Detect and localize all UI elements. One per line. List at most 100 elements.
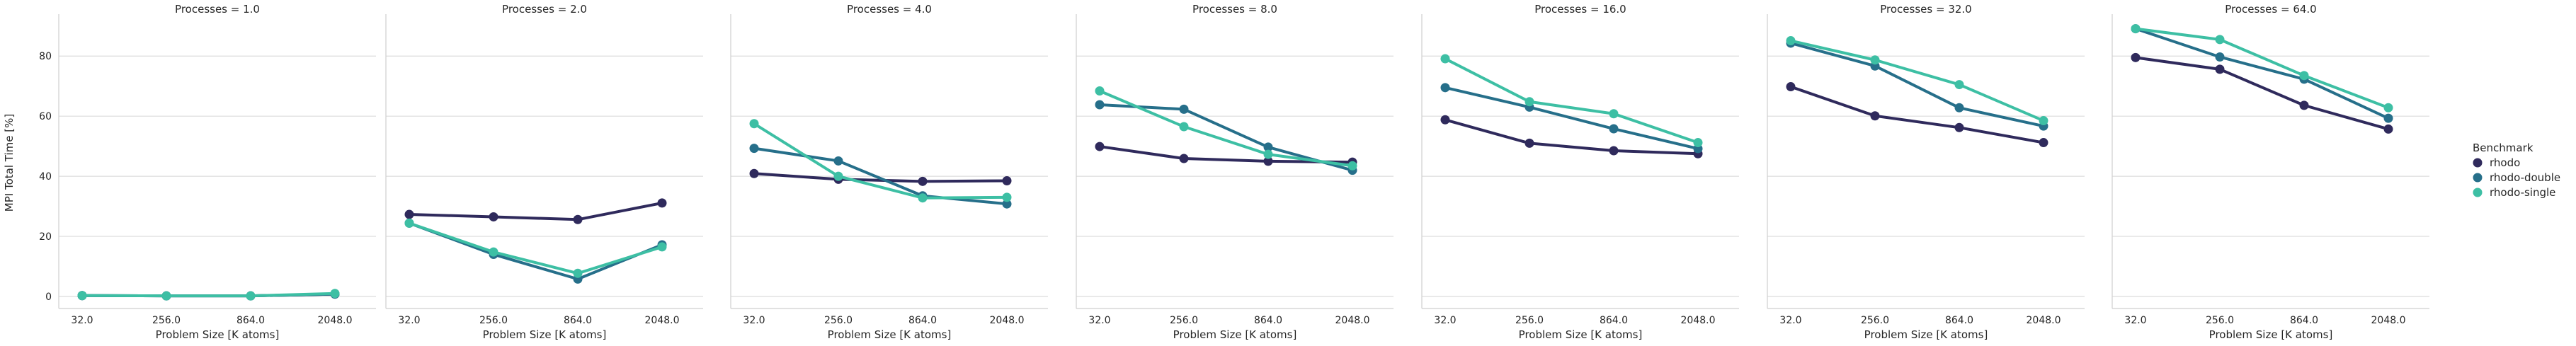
x-axis-label: Problem Size [K atoms]	[2209, 328, 2333, 341]
data-point	[1179, 154, 1189, 163]
series-rhodo	[2131, 52, 2393, 134]
data-point	[1002, 192, 1012, 202]
x-tick-label: 2048.0	[2027, 315, 2061, 326]
series-line	[753, 122, 1008, 200]
data-point	[2383, 124, 2393, 134]
x-tick-label: 864.0	[2290, 315, 2318, 326]
series-line	[1789, 41, 2045, 128]
data-point	[2383, 113, 2393, 123]
legend-entry: rhodo-single	[2490, 186, 2555, 199]
data-point	[1179, 104, 1189, 114]
data-point	[404, 209, 414, 219]
series-rhodo-double	[404, 218, 667, 284]
y-tick-label: 20	[39, 231, 52, 243]
data-point	[1524, 138, 1534, 148]
y-tick-label: 60	[39, 111, 52, 122]
x-tick-label: 2048.0	[1335, 315, 1370, 326]
series-line	[1098, 145, 1354, 164]
data-point	[2215, 64, 2225, 74]
data-point	[1786, 82, 1796, 92]
panel-7: Processes = 64.0 32.0 256.0 864.0 2048.0 Prob…	[2111, 3, 2429, 341]
data-point	[1095, 142, 1105, 151]
data-point	[404, 218, 414, 228]
y-tick-label: 80	[39, 51, 52, 62]
panel-4: Processes = 8.0 32.0 256.0 864.0 2048.0 Probl…	[1076, 3, 1394, 341]
series-line	[753, 172, 1008, 183]
x-tick-label: 864.0	[236, 315, 265, 326]
legend-marker	[2473, 173, 2483, 183]
panel-3: Processes = 4.0 32.0 256.0 864.0 2048.0 Probl…	[730, 3, 1048, 341]
data-point	[489, 247, 498, 257]
series-rhodo-double	[1786, 38, 2048, 131]
x-tick-label: 32.0	[71, 315, 93, 326]
data-point	[1263, 142, 1273, 152]
series-line	[1789, 85, 2045, 144]
panel-6: Processes = 32.0 32.0 256.0 864.0 2048.0 Prob…	[1767, 3, 2085, 341]
x-tick-label: 256.0	[479, 315, 508, 326]
data-point	[1002, 175, 1012, 185]
x-axis-label: Problem Size [K atoms]	[1864, 328, 1988, 341]
series-rhodo-double	[1095, 100, 1357, 175]
data-point	[330, 289, 340, 299]
panel-5: Processes = 16.0 32.0 256.0 864.0 2048.0 Prob…	[1421, 3, 1739, 341]
data-point	[749, 119, 759, 129]
series-line	[1789, 39, 2045, 122]
data-point	[1440, 115, 1450, 125]
series-line	[2134, 27, 2390, 110]
data-point	[1870, 55, 1880, 65]
x-axis-label: Problem Size [K atoms]	[1173, 328, 1297, 341]
series-line	[1444, 57, 1699, 144]
data-point	[2039, 138, 2048, 148]
data-point	[246, 291, 256, 301]
data-point	[1870, 111, 1880, 121]
x-tick-label: 2048.0	[1681, 315, 1716, 326]
data-point	[1179, 122, 1189, 132]
data-point	[918, 193, 928, 203]
data-point	[77, 291, 87, 301]
series-rhodo	[1095, 142, 1357, 167]
panels: Processes = 1.0 32.0 256.0 864.0 2048.0 Probl…	[3, 3, 2429, 341]
legend-entry: rhodo-double	[2490, 171, 2560, 184]
data-point	[1954, 80, 1964, 90]
x-tick-label: 864.0	[564, 315, 592, 326]
x-tick-label: 2048.0	[990, 315, 1025, 326]
panel-title: Processes = 16.0	[1534, 3, 1626, 16]
legend: Benchmark rhodo rhodo-double rhodo-single	[2473, 142, 2560, 199]
data-point	[1609, 109, 1619, 119]
series-line	[408, 221, 663, 281]
data-point	[1263, 156, 1273, 166]
series-rhodo-single	[77, 289, 340, 301]
series-line	[2134, 27, 2390, 120]
data-point	[1954, 122, 1964, 132]
y-axis-label: MPI Total Time [%]	[3, 114, 16, 212]
series-rhodo-single	[1095, 86, 1357, 171]
x-tick-label: 256.0	[824, 315, 853, 326]
data-point	[1609, 146, 1619, 156]
data-point	[2299, 100, 2309, 110]
legend-entry: rhodo	[2490, 156, 2520, 169]
x-axis-label: Problem Size [K atoms]	[828, 328, 952, 341]
data-point	[657, 198, 667, 208]
series-line	[753, 146, 1008, 206]
data-point	[2215, 52, 2225, 62]
x-tick-label: 32.0	[1434, 315, 1456, 326]
data-point	[1347, 161, 1357, 171]
data-point	[161, 291, 171, 301]
data-point	[749, 144, 759, 154]
x-tick-label: 32.0	[2124, 315, 2146, 326]
x-tick-label: 2048.0	[645, 315, 680, 326]
series-rhodo-single	[1440, 54, 1703, 148]
x-tick-label: 32.0	[398, 315, 420, 326]
data-point	[2383, 103, 2393, 113]
data-point	[489, 212, 498, 221]
x-tick-label: 32.0	[743, 315, 765, 326]
series-line	[81, 292, 336, 298]
data-point	[1786, 36, 1796, 46]
series-rhodo-double	[1440, 83, 1703, 154]
data-point	[573, 268, 583, 278]
series-line	[1444, 86, 1699, 151]
x-tick-label: 2048.0	[318, 315, 353, 326]
data-point	[833, 171, 843, 181]
data-point	[918, 176, 928, 186]
